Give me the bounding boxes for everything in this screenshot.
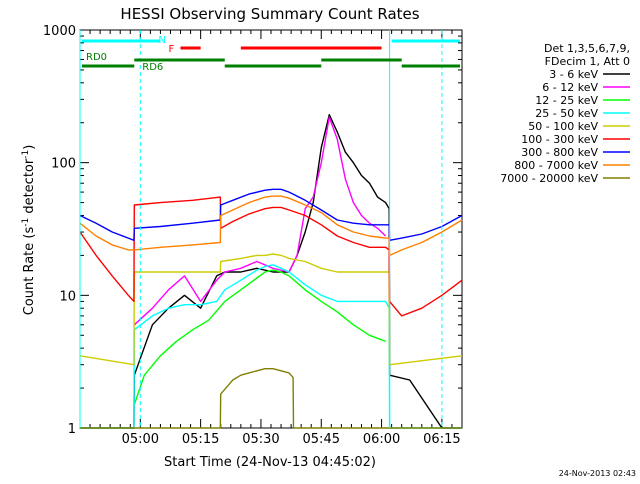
x-tick-label: 05:45 (303, 432, 340, 447)
y-axis-label: Count Rate (s-1 detector-1) (21, 145, 37, 316)
x-tick-label: 05:00 (122, 432, 159, 447)
y-axis-label-end: ) (22, 145, 37, 150)
y-axis-label-sup2: -1 (21, 150, 31, 159)
x-tick-label: 05:30 (242, 432, 279, 447)
y-axis-label-sup1: -1 (21, 218, 31, 227)
y-tick-label: 10 (59, 289, 76, 304)
legend-header: FDecim 1, Att 0 (545, 55, 630, 68)
x-tick-label: 06:00 (363, 432, 400, 447)
y-tick-label: 100 (51, 157, 76, 172)
y-tick-label: 1 (68, 422, 76, 437)
footer-timestamp: 24-Nov-2013 02:43 (559, 469, 636, 478)
decim-label-rd6: RD6 (142, 62, 163, 73)
legend-entry-label: 50 - 100 keV (528, 120, 598, 133)
series-line-4 (79, 253, 463, 366)
y-tick-label: 1000 (43, 24, 76, 39)
chart-title: HESSI Observing Summary Count Rates (120, 5, 419, 23)
x-tick-label: 05:15 (182, 432, 219, 447)
legend-entry-label: 3 - 6 keV (549, 68, 598, 81)
legend: Det 1,3,5,6,7,9,FDecim 1, Att 03 - 6 keV… (500, 42, 630, 185)
x-axis-label: Start Time (24-Nov-13 04:45:02) (164, 455, 376, 470)
legend-entry-label: 300 - 800 keV (521, 146, 598, 159)
axes: 05:00 05:15 05:30 05:45 06:00 06:15 1 10 100 1000 (43, 24, 462, 447)
flare-bar-label: F (168, 44, 174, 55)
series-line-5 (79, 196, 463, 317)
legend-entry-label: 25 - 50 keV (535, 107, 598, 120)
legend-entry-label: 6 - 12 keV (542, 81, 598, 94)
legend-entry-label: 800 - 7000 keV (514, 159, 598, 172)
y-axis-label-text: Count Rate (s (22, 227, 37, 316)
annotation-layer: NF RD0 RD6 (79, 30, 460, 428)
night-bar-label: N (158, 35, 165, 46)
series-line-2 (133, 269, 386, 405)
series-layer (79, 113, 463, 429)
series-line-3 (80, 264, 462, 429)
legend-header: Det 1,3,5,6,7,9, (544, 42, 630, 55)
y-axis-label-mid: detector (22, 158, 37, 218)
x-tick-label: 06:15 (423, 432, 460, 447)
decim-label-rd0: RD0 (86, 52, 107, 63)
series-line-1 (133, 116, 387, 326)
legend-entry-label: 7000 - 20000 keV (500, 172, 598, 185)
series-line-8 (80, 368, 462, 429)
legend-entry-label: 100 - 300 keV (521, 133, 598, 146)
legend-entry-label: 12 - 25 keV (535, 94, 598, 107)
